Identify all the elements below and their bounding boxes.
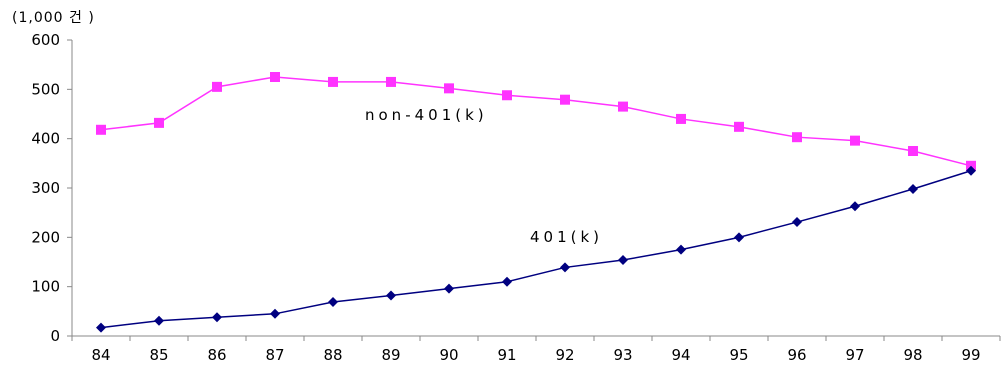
data-point xyxy=(96,322,106,333)
y-tick-label: 100 xyxy=(31,278,60,296)
data-point xyxy=(734,121,744,132)
data-point xyxy=(618,255,628,266)
x-tick-label: 91 xyxy=(497,346,516,364)
x-tick-label: 90 xyxy=(439,346,458,364)
data-point xyxy=(908,183,918,194)
data-point xyxy=(328,76,338,87)
data-point xyxy=(154,117,164,128)
data-point xyxy=(502,90,512,101)
data-point xyxy=(212,81,222,92)
x-tick-label: 84 xyxy=(91,346,110,364)
x-tick-label: 85 xyxy=(149,346,168,364)
data-point xyxy=(212,312,222,323)
data-point xyxy=(444,83,454,94)
x-tick-label: 89 xyxy=(381,346,400,364)
data-point xyxy=(270,308,280,319)
series-label-401k: 401(k) xyxy=(530,228,603,246)
series-401k xyxy=(96,165,976,333)
data-point xyxy=(676,244,686,255)
x-tick-label: 96 xyxy=(787,346,806,364)
data-point xyxy=(792,217,802,228)
series-line xyxy=(100,170,972,329)
data-point xyxy=(96,124,106,135)
data-point xyxy=(502,276,512,287)
data-point xyxy=(676,113,686,124)
x-tick-label: 97 xyxy=(845,346,864,364)
axes xyxy=(67,39,1001,341)
data-point xyxy=(270,72,280,82)
y-tick-label: 600 xyxy=(31,31,60,49)
y-tick-labels: 0 100 200 300 400 500 600 xyxy=(31,31,60,345)
data-point xyxy=(560,262,570,273)
y-tick-label: 200 xyxy=(31,228,60,246)
x-tick-label: 86 xyxy=(207,346,226,364)
x-tick-labels: 84 85 86 87 88 89 90 91 92 93 94 95 96 97 98 99 xyxy=(91,346,980,364)
data-point xyxy=(386,290,396,301)
series-line xyxy=(100,76,972,167)
x-tick-label: 98 xyxy=(903,346,922,364)
x-tick-label: 99 xyxy=(961,346,980,364)
series-group xyxy=(96,72,976,333)
data-point xyxy=(966,165,976,176)
data-point xyxy=(386,76,396,87)
data-point xyxy=(560,94,570,105)
x-tick-label: 87 xyxy=(265,346,284,364)
y-tick-label: 0 xyxy=(50,327,60,345)
data-point xyxy=(618,101,628,112)
data-point xyxy=(792,132,802,143)
data-point xyxy=(850,201,860,212)
y-tick-label: 300 xyxy=(31,179,60,197)
x-tick-label: 93 xyxy=(613,346,632,364)
x-tick-label: 94 xyxy=(671,346,690,364)
data-point xyxy=(444,283,454,294)
x-tick-label: 88 xyxy=(323,346,342,364)
y-tick-label: 400 xyxy=(31,130,60,148)
series-label-non-401k: non-401(k) xyxy=(365,106,488,124)
x-tick-label: 92 xyxy=(555,346,574,364)
x-tick-label: 95 xyxy=(729,346,748,364)
y-tick-label: 500 xyxy=(31,80,60,98)
data-point xyxy=(908,146,918,156)
data-point xyxy=(850,135,860,146)
data-point xyxy=(328,296,338,307)
series-non-401k xyxy=(96,72,976,171)
data-point xyxy=(154,315,164,326)
y-axis-unit-label: (1,000 건 ) xyxy=(12,10,95,26)
data-point xyxy=(734,232,744,243)
